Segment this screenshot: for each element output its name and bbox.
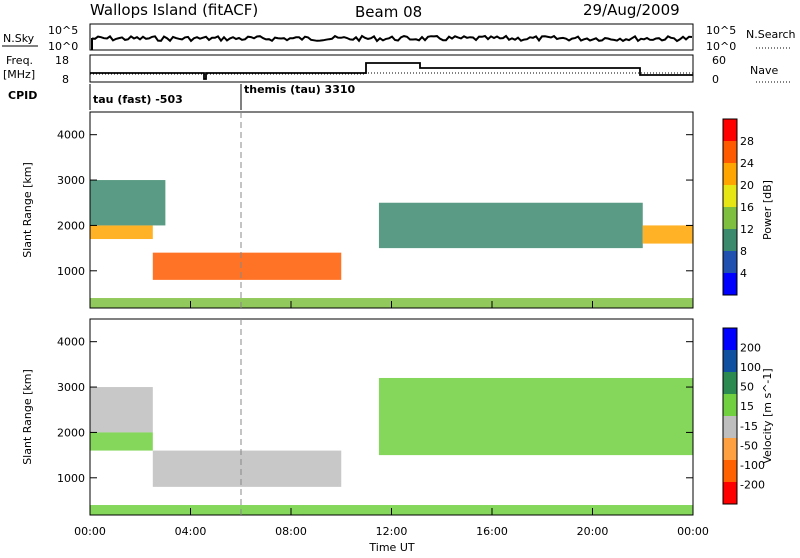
colorbar-tick-label: 50 bbox=[740, 381, 754, 394]
colorbar-swatch bbox=[723, 207, 737, 229]
freq-frame bbox=[89, 54, 694, 83]
colorbar-swatch bbox=[723, 119, 737, 141]
power-colorbar-frame bbox=[722, 118, 738, 296]
colorbar-swatch bbox=[723, 273, 737, 295]
colorbar-swatch bbox=[723, 416, 737, 438]
colorbar-tick-label: 15 bbox=[740, 400, 754, 413]
velocity-y-ticks: 1000 2000 3000 4000 bbox=[57, 336, 693, 485]
scatter-region-2 bbox=[90, 180, 166, 226]
x-tick-label: 04:00 bbox=[175, 525, 207, 538]
velocity-colorbar-label: Velocity [m s^-1] bbox=[761, 368, 774, 463]
y-tick-label: 4000 bbox=[57, 129, 85, 142]
nsearch-tick-top: 10^5 bbox=[706, 24, 736, 37]
velocity-heatmap-panel: 1000 2000 3000 4000 Slant Range [km] bbox=[21, 318, 694, 516]
y-tick-label: 2000 bbox=[57, 426, 85, 439]
y-tick-label: 3000 bbox=[57, 174, 85, 187]
scatter-region-0 bbox=[90, 387, 153, 433]
x-tick-label: 16:00 bbox=[476, 525, 508, 538]
colorbar-swatch bbox=[723, 163, 737, 185]
scatter-region-2 bbox=[90, 432, 153, 451]
y-tick-label: 1000 bbox=[57, 265, 85, 278]
freq-series bbox=[90, 62, 693, 80]
nsky-panel: N.Sky 10^5 10^0 10^5 10^0 N.Search bbox=[2, 23, 796, 53]
nave-tick-bottom: 0 bbox=[712, 73, 719, 86]
colorbar-tick-label: 28 bbox=[740, 135, 754, 148]
nave-tick-top: 60 bbox=[712, 54, 726, 67]
colorbar-swatch bbox=[723, 394, 737, 416]
scatter-region-1 bbox=[152, 252, 342, 280]
beam-title: Beam 08 bbox=[355, 3, 422, 21]
nsky-tick-top: 10^5 bbox=[48, 24, 78, 37]
colorbar-swatch bbox=[723, 185, 737, 207]
nave-label: Nave bbox=[750, 64, 778, 77]
y-tick-label: 3000 bbox=[57, 381, 85, 394]
colorbar-tick-label: -15 bbox=[740, 420, 758, 433]
colorbar-tick-label: 16 bbox=[740, 201, 754, 214]
freq-label: Freq. bbox=[6, 54, 33, 67]
colorbar-tick-label: 12 bbox=[740, 223, 754, 236]
colorbar-tick-label: -50 bbox=[740, 439, 758, 452]
colorbar-tick-label: 20 bbox=[740, 179, 754, 192]
x-tick-label: 00:00 bbox=[677, 525, 709, 538]
cpid-panel: CPID tau (fast) -503 themis (tau) 3310 bbox=[8, 83, 356, 110]
colorbar-swatch bbox=[723, 372, 737, 394]
time-axis-label: Time UT bbox=[368, 541, 414, 554]
scatter-region-0 bbox=[90, 225, 153, 240]
colorbar-swatch bbox=[723, 328, 737, 350]
colorbar-swatch bbox=[723, 251, 737, 273]
scatter-region-3 bbox=[378, 202, 643, 249]
colorbar-tick-label: 8 bbox=[740, 245, 747, 258]
colorbar-tick-label: 200 bbox=[740, 342, 761, 355]
freq-unit-label: [MHz] bbox=[3, 68, 35, 81]
power-colorbar-label: Power [dB] bbox=[761, 180, 774, 240]
freq-tick-top: 18 bbox=[55, 54, 69, 67]
nsearch-tick-bottom: 10^0 bbox=[706, 40, 736, 53]
nsky-label: N.Sky bbox=[3, 32, 35, 45]
freq-tick-bottom: 8 bbox=[62, 73, 69, 86]
velocity-colorbar-frame bbox=[722, 327, 738, 505]
colorbar-swatch bbox=[723, 229, 737, 251]
x-tick-label: 08:00 bbox=[275, 525, 307, 538]
colorbar-swatch bbox=[723, 438, 737, 460]
freq-panel: Freq. [MHz] 18 8 60 0 Nave bbox=[3, 54, 790, 86]
velocity-ylabel: Slant Range [km] bbox=[21, 369, 34, 465]
scatter-region-3 bbox=[378, 377, 693, 456]
power-ylabel: Slant Range [km] bbox=[21, 162, 34, 258]
power-heatmap-cells bbox=[90, 180, 693, 308]
y-tick-label: 1000 bbox=[57, 472, 85, 485]
power-heatmap-panel: 1000 2000 3000 4000 Slant Range [km] bbox=[21, 111, 694, 309]
station-title: Wallops Island (fitACF) bbox=[90, 1, 258, 19]
y-tick-label: 4000 bbox=[57, 336, 85, 349]
nsky-series bbox=[91, 34, 693, 50]
x-tick-label: 00:00 bbox=[74, 525, 106, 538]
nave-series bbox=[90, 72, 693, 75]
velocity-colorbar: Velocity [m s^-1] 200 100 50 15 -15 -50 -100 -2… bbox=[722, 327, 774, 505]
colorbar-swatch bbox=[723, 460, 737, 482]
x-tick-label: 12:00 bbox=[376, 525, 408, 538]
colorbar-tick-label: 4 bbox=[740, 267, 747, 280]
time-axis: 00:00 04:00 08:00 12:00 16:00 20:00 00:00 bbox=[74, 301, 709, 538]
nsky-tick-bottom: 10^0 bbox=[48, 40, 78, 53]
colorbar-swatch bbox=[723, 482, 737, 504]
cpid-label: CPID bbox=[8, 89, 37, 102]
colorbar-tick-label: 100 bbox=[740, 361, 761, 374]
colorbar-tick-label: -200 bbox=[740, 478, 765, 491]
colorbar-swatch bbox=[723, 141, 737, 163]
scatter-region-4 bbox=[642, 225, 693, 244]
nsearch-label: N.Search bbox=[746, 28, 796, 41]
power-colorbar: Power [dB] 28 24 20 16 12 8 4 bbox=[722, 118, 774, 296]
colorbar-swatch bbox=[723, 350, 737, 372]
x-tick-label: 20:00 bbox=[577, 525, 609, 538]
y-tick-label: 2000 bbox=[57, 219, 85, 232]
scatter-region-1 bbox=[152, 450, 342, 487]
velocity-heatmap-cells bbox=[90, 377, 693, 515]
colorbar-tick-label: -100 bbox=[740, 459, 765, 472]
colorbar-tick-label: 24 bbox=[740, 157, 754, 170]
nsky-frame bbox=[89, 23, 694, 51]
date-title: 29/Aug/2009 bbox=[583, 1, 680, 19]
power-y-ticks: 1000 2000 3000 4000 bbox=[57, 129, 693, 278]
cpid-mode-2: themis (tau) 3310 bbox=[244, 83, 356, 96]
cpid-mode-1: tau (fast) -503 bbox=[93, 93, 183, 106]
